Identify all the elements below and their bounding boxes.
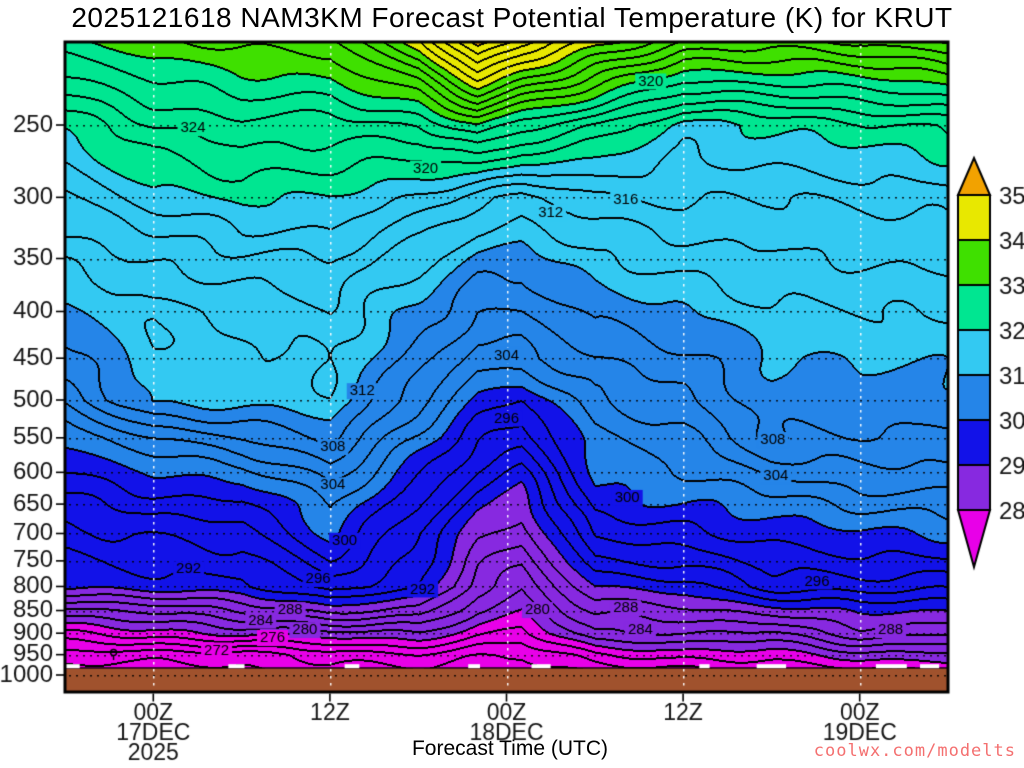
watermark-text: coolwx.com/modelts (813, 741, 1016, 761)
chart-title: 2025121618 NAM3KM Forecast Potential Tem… (71, 2, 953, 33)
x-axis-title: Forecast Time (UTC) (411, 737, 608, 760)
